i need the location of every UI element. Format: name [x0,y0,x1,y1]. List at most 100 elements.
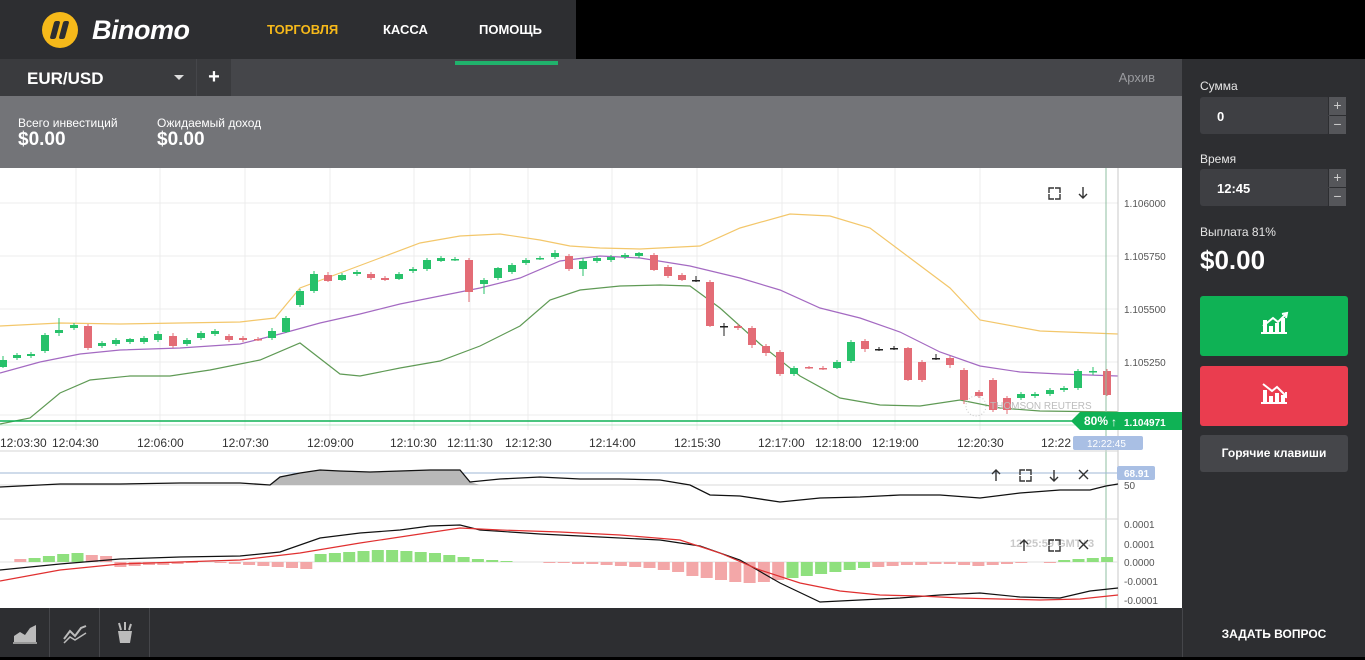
histogram-bar [1001,562,1013,564]
histogram-bar [729,562,742,582]
price-chart[interactable]: 1.106000 1.105750 1.105500 1.105250 80% … [0,168,1182,608]
arrow-down-icon[interactable] [1049,470,1059,482]
histogram-bar [572,562,584,564]
close-icon[interactable] [1078,539,1089,550]
candle-body [819,368,827,370]
chart-clock: 12:25:59 GMT+3 [1010,538,1094,550]
histogram-bar [858,562,870,568]
current-time: 12:22:45 [1087,439,1126,450]
nav-help[interactable]: ПОМОЩЬ [479,22,542,37]
macd-histogram [14,550,1114,583]
ask-question-button[interactable]: ЗАДАТЬ ВОПРОС [1182,608,1365,657]
candle-body [734,326,742,328]
histogram-bar [643,562,656,568]
time-tick-label: 12:15:30 [674,436,721,450]
candle-body [989,380,997,410]
fullscreen-icon[interactable] [1048,539,1061,552]
histogram-bar [343,552,356,562]
arrow-up-icon[interactable] [1019,539,1029,551]
fullscreen-icon[interactable] [1048,187,1061,200]
histogram-bar [42,556,55,562]
candle-body [197,333,205,338]
line-chart-icon [62,624,86,644]
histogram-bar [471,559,484,562]
close-icon[interactable] [1078,469,1089,480]
area-chart-icon [12,624,37,644]
oscillator-value: 68.91 [1124,469,1149,480]
time-tick-label: 12:03:30 [0,436,47,450]
bottom-toolbar: ЗАДАТЬ ВОПРОС [0,608,1365,657]
candle-body [353,272,361,274]
nav-cashier[interactable]: КАССА [383,22,428,37]
call-up-button[interactable] [1200,296,1348,356]
candle-body [140,338,148,342]
candle-body [890,348,898,350]
logo-icon [42,12,78,48]
time-decrease-button[interactable]: − [1328,188,1346,206]
add-asset-button[interactable]: + [197,59,231,96]
candle-body [296,291,304,305]
fullscreen-icon[interactable] [1019,469,1032,482]
candle-body [1017,394,1025,398]
arrow-down-icon[interactable] [1078,187,1088,199]
time-input[interactable]: 12:45 [1200,169,1330,206]
time-tick-label: 12:22 [1041,436,1071,450]
archive-link[interactable]: Архив [1118,70,1155,85]
macd-tick-label: -0.0001 [1124,577,1158,588]
histogram-bar [257,562,270,566]
histogram-bar [657,562,670,570]
amount-decrease-button[interactable]: − [1328,116,1346,134]
expected-income-label: Ожидаемый доход [157,116,262,130]
chart-area[interactable]: 1.106000 1.105750 1.105500 1.105250 80% … [0,168,1182,608]
histogram-bar [829,562,842,572]
brand-logo[interactable]: Binomo [42,12,190,48]
time-increase-button[interactable]: + [1328,169,1346,187]
candle-body [451,259,459,261]
time-tick-label: 12:07:30 [222,436,269,450]
chevron-down-icon[interactable] [174,75,184,80]
histogram-bar [1043,562,1056,563]
histogram-bar [414,552,427,562]
live-price-value: 1.104971 [1124,418,1166,429]
asset-tab-bar: EUR/USD + Архив [0,59,1182,96]
candle-body [268,331,276,338]
nav-trade[interactable]: ТОРГОВЛЯ [267,22,339,37]
histogram-bar [629,562,642,567]
candle-body [381,278,389,280]
histogram-bar [328,553,341,562]
histogram-bar [371,550,384,562]
hotkeys-button[interactable]: Горячие клавиши [1200,435,1348,472]
drawing-tools-button[interactable] [50,608,100,657]
histogram-bar [672,562,685,572]
candle-body [946,358,954,365]
payout-label: Выплата 81% [1200,225,1276,239]
candle-body [70,325,78,328]
brand-name: Binomo [92,14,190,45]
histogram-bar [958,562,971,565]
put-down-button[interactable] [1200,366,1348,426]
asset-tab-eurusd[interactable]: EUR/USD [0,59,196,96]
histogram-bar [843,562,856,570]
candle-body [536,258,544,260]
amount-input[interactable]: 0 [1200,97,1330,134]
candle-body [1046,390,1054,394]
candle-body [1031,394,1039,396]
order-panel: Сумма 0 + − Время 12:45 + − Выплата 81% … [1182,59,1365,609]
candle-body [565,256,573,269]
amount-increase-button[interactable]: + [1328,97,1346,115]
histogram-bar [314,554,327,562]
candle-body [423,260,431,269]
histogram-bar [972,562,985,566]
histogram-bar [157,562,170,565]
candle-body [27,354,35,356]
candle-body [0,360,7,367]
candle-body [225,336,233,340]
histogram-bar [915,562,928,565]
histogram-bar [1058,560,1071,562]
candle-body [1103,371,1111,395]
indicators-button[interactable] [100,608,150,657]
histogram-bar [429,553,441,562]
candle-body [465,260,473,292]
chart-type-button[interactable] [0,608,50,657]
arrow-up-icon[interactable] [991,469,1001,481]
